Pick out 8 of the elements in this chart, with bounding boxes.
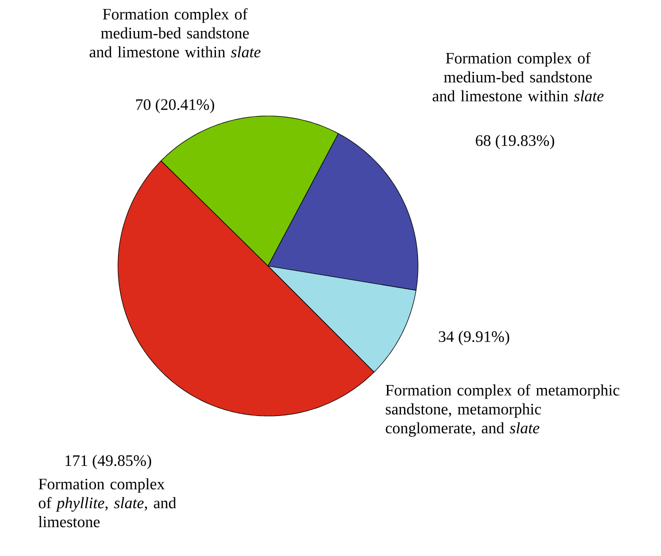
category-label: Formation complex of phyllite, slate, and limestone <box>38 478 176 528</box>
slice-label: Formation complex of medium-bed sandstone and limestone within slate <box>90 8 261 58</box>
slice-label: Formation complex of medium-bed sandstone and limestone within slate <box>432 52 604 102</box>
data-label: 68 (19.83%) <box>476 134 554 150</box>
data-label: 70 (20.41%) <box>136 98 214 114</box>
data-label: 34 (9.91%) <box>438 330 510 346</box>
data-label: 171 (49.85%) <box>66 454 152 470</box>
slice-label: Formation complex of metamorphic sandstone, metamorphic conglomerate, and slate <box>386 384 620 437</box>
